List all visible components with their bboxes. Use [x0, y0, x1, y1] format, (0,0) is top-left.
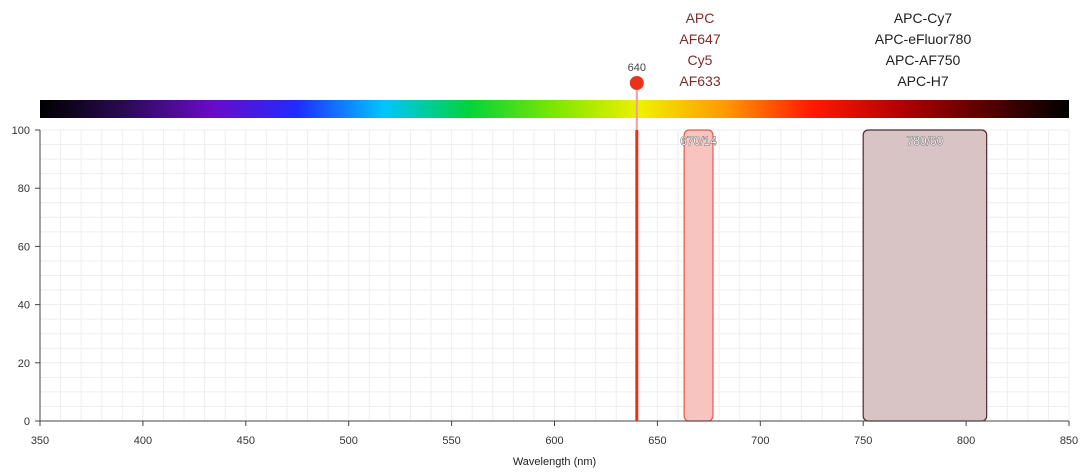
spectrum-bar [40, 100, 1069, 118]
x-tick-label: 450 [237, 435, 255, 447]
filter-label: 780/60 [907, 134, 944, 148]
fluorochrome-label: Cy5 [687, 52, 713, 68]
x-tick-label: 650 [648, 435, 666, 447]
y-tick-label: 40 [18, 300, 30, 312]
x-tick-label: 850 [1060, 435, 1078, 447]
fluorochrome-label: AF647 [679, 31, 721, 47]
x-tick-label: 500 [340, 435, 358, 447]
fluorochrome-group-780: APC-Cy7 APC-eFluor780 APC-AF750 APC-H7 [848, 8, 998, 92]
y-tick-label: 100 [12, 125, 30, 137]
fluorochrome-label: APC-Cy7 [893, 10, 953, 26]
laser-wavelength-label: 640 [628, 62, 646, 74]
fluorochrome-label: APC [685, 10, 715, 26]
x-axis-title: Wavelength (nm) [513, 456, 596, 468]
fluorochrome-label: APC-eFluor780 [874, 31, 972, 47]
laser-line [635, 130, 639, 421]
y-tick-label: 0 [24, 416, 30, 428]
x-tick-label: 400 [134, 435, 152, 447]
filter-label: 670/14 [680, 134, 717, 148]
fluorochrome-label: AF633 [679, 73, 721, 89]
x-tick-label: 600 [545, 435, 563, 447]
laser-marker-dot [629, 76, 644, 90]
x-tick-label: 800 [957, 435, 975, 447]
x-tick-label: 350 [31, 435, 49, 447]
filter-band [683, 129, 714, 422]
y-tick-label: 80 [18, 183, 30, 195]
filter-band [862, 129, 988, 422]
x-tick-label: 550 [442, 435, 460, 447]
fluorochrome-label: APC-AF750 [885, 52, 961, 68]
x-tick-label: 700 [751, 435, 769, 447]
fluorochrome-label: APC-H7 [897, 73, 949, 89]
x-tick-label: 750 [854, 435, 872, 447]
y-tick-label: 60 [18, 241, 30, 253]
y-tick-label: 20 [18, 358, 30, 370]
fluorochrome-group-670: APC AF647 Cy5 AF633 [650, 8, 750, 92]
